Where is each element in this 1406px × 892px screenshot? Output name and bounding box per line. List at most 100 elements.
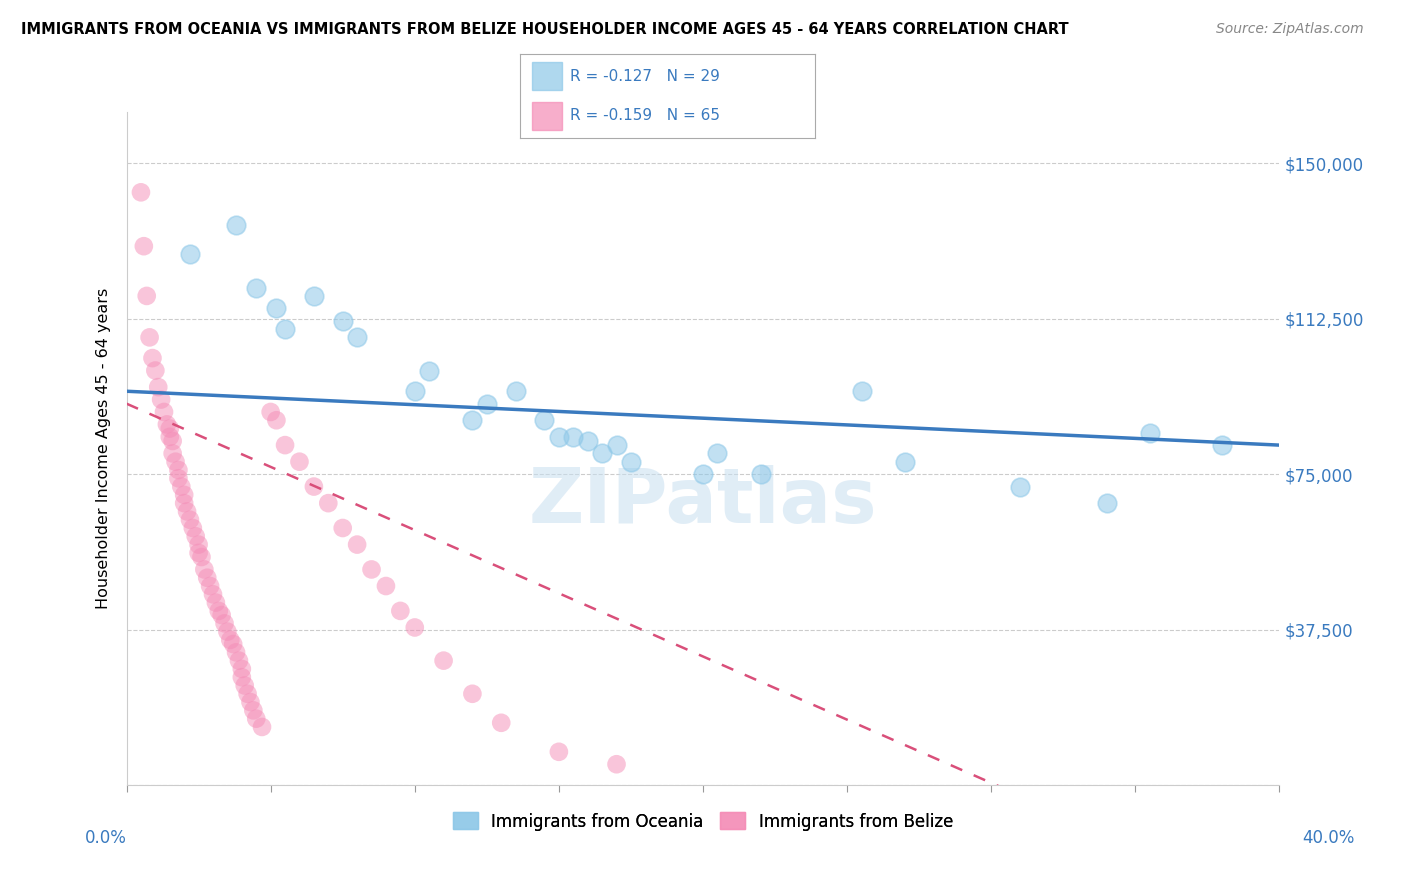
Point	[1095, 496, 1118, 510]
Point	[173, 496, 195, 510]
Bar	[531, 62, 561, 90]
Point	[692, 467, 714, 482]
Point	[894, 455, 917, 469]
Point	[231, 670, 253, 684]
Point	[132, 239, 155, 253]
Point	[138, 330, 160, 344]
Point	[214, 616, 236, 631]
Point	[302, 289, 325, 303]
Point	[418, 363, 440, 377]
Point	[505, 384, 527, 399]
Point	[620, 455, 643, 469]
Text: R = -0.127   N = 29: R = -0.127 N = 29	[571, 69, 720, 84]
Text: Source: ZipAtlas.com: Source: ZipAtlas.com	[1216, 22, 1364, 37]
Point	[165, 455, 187, 469]
Point	[288, 455, 311, 469]
Point	[222, 637, 245, 651]
Point	[181, 521, 204, 535]
Point	[374, 579, 398, 593]
Text: ZIPatlas: ZIPatlas	[529, 465, 877, 539]
Point	[461, 413, 484, 427]
Point	[389, 604, 412, 618]
Point	[404, 620, 426, 634]
Point	[195, 571, 218, 585]
Point	[606, 438, 628, 452]
Point	[274, 438, 297, 452]
Point	[239, 695, 262, 709]
Point	[176, 504, 198, 518]
Point	[1139, 425, 1161, 440]
Point	[851, 384, 873, 399]
Point	[228, 654, 250, 668]
Point	[208, 604, 231, 618]
Point	[231, 662, 253, 676]
Point	[591, 446, 613, 460]
Point	[242, 703, 264, 717]
Point	[150, 392, 173, 407]
Point	[225, 645, 247, 659]
Point	[202, 587, 225, 601]
Point	[135, 289, 157, 303]
Point	[274, 322, 297, 336]
Point	[217, 624, 239, 639]
Point	[1010, 479, 1032, 493]
Point	[346, 538, 368, 552]
Point	[266, 301, 288, 316]
Point	[225, 219, 247, 233]
Text: IMMIGRANTS FROM OCEANIA VS IMMIGRANTS FROM BELIZE HOUSEHOLDER INCOME AGES 45 - 6: IMMIGRANTS FROM OCEANIA VS IMMIGRANTS FR…	[21, 22, 1069, 37]
Point	[533, 413, 555, 427]
Point	[245, 712, 267, 726]
Point	[346, 330, 368, 344]
Point	[205, 596, 228, 610]
Text: 40.0%: 40.0%	[1302, 829, 1355, 847]
Point	[233, 678, 256, 692]
Point	[749, 467, 772, 482]
Point	[179, 513, 201, 527]
Point	[159, 421, 181, 435]
Point	[302, 479, 325, 493]
Point	[167, 463, 190, 477]
Point	[187, 538, 209, 552]
Point	[198, 579, 221, 593]
Point	[184, 529, 207, 543]
Point	[211, 608, 233, 623]
Point	[179, 247, 201, 261]
Bar	[531, 102, 561, 130]
Point	[461, 687, 484, 701]
Point	[332, 314, 354, 328]
Point	[129, 186, 152, 200]
Point	[219, 632, 242, 647]
Point	[606, 757, 628, 772]
Point	[433, 654, 456, 668]
Point	[475, 397, 498, 411]
Point	[145, 363, 166, 377]
Y-axis label: Householder Income Ages 45 - 64 years: Householder Income Ages 45 - 64 years	[96, 287, 111, 609]
Point	[148, 380, 170, 394]
Point	[706, 446, 728, 460]
Point	[245, 280, 267, 294]
Point	[266, 413, 288, 427]
Point	[167, 471, 190, 485]
Point	[159, 430, 181, 444]
Point	[562, 430, 585, 444]
Point	[318, 496, 340, 510]
Point	[576, 434, 599, 448]
Point	[162, 434, 184, 448]
Point	[404, 384, 426, 399]
Point	[250, 720, 273, 734]
Point	[173, 488, 195, 502]
Point	[548, 745, 571, 759]
Point	[548, 430, 571, 444]
Point	[141, 351, 163, 365]
Text: R = -0.159   N = 65: R = -0.159 N = 65	[571, 108, 720, 123]
Legend: Immigrants from Oceania, Immigrants from Belize: Immigrants from Oceania, Immigrants from…	[446, 805, 960, 838]
Point	[162, 446, 184, 460]
Point	[236, 687, 259, 701]
Point	[153, 405, 176, 419]
Point	[360, 562, 382, 576]
Point	[187, 546, 209, 560]
Point	[1211, 438, 1233, 452]
Point	[170, 479, 193, 493]
Point	[193, 562, 215, 576]
Point	[259, 405, 281, 419]
